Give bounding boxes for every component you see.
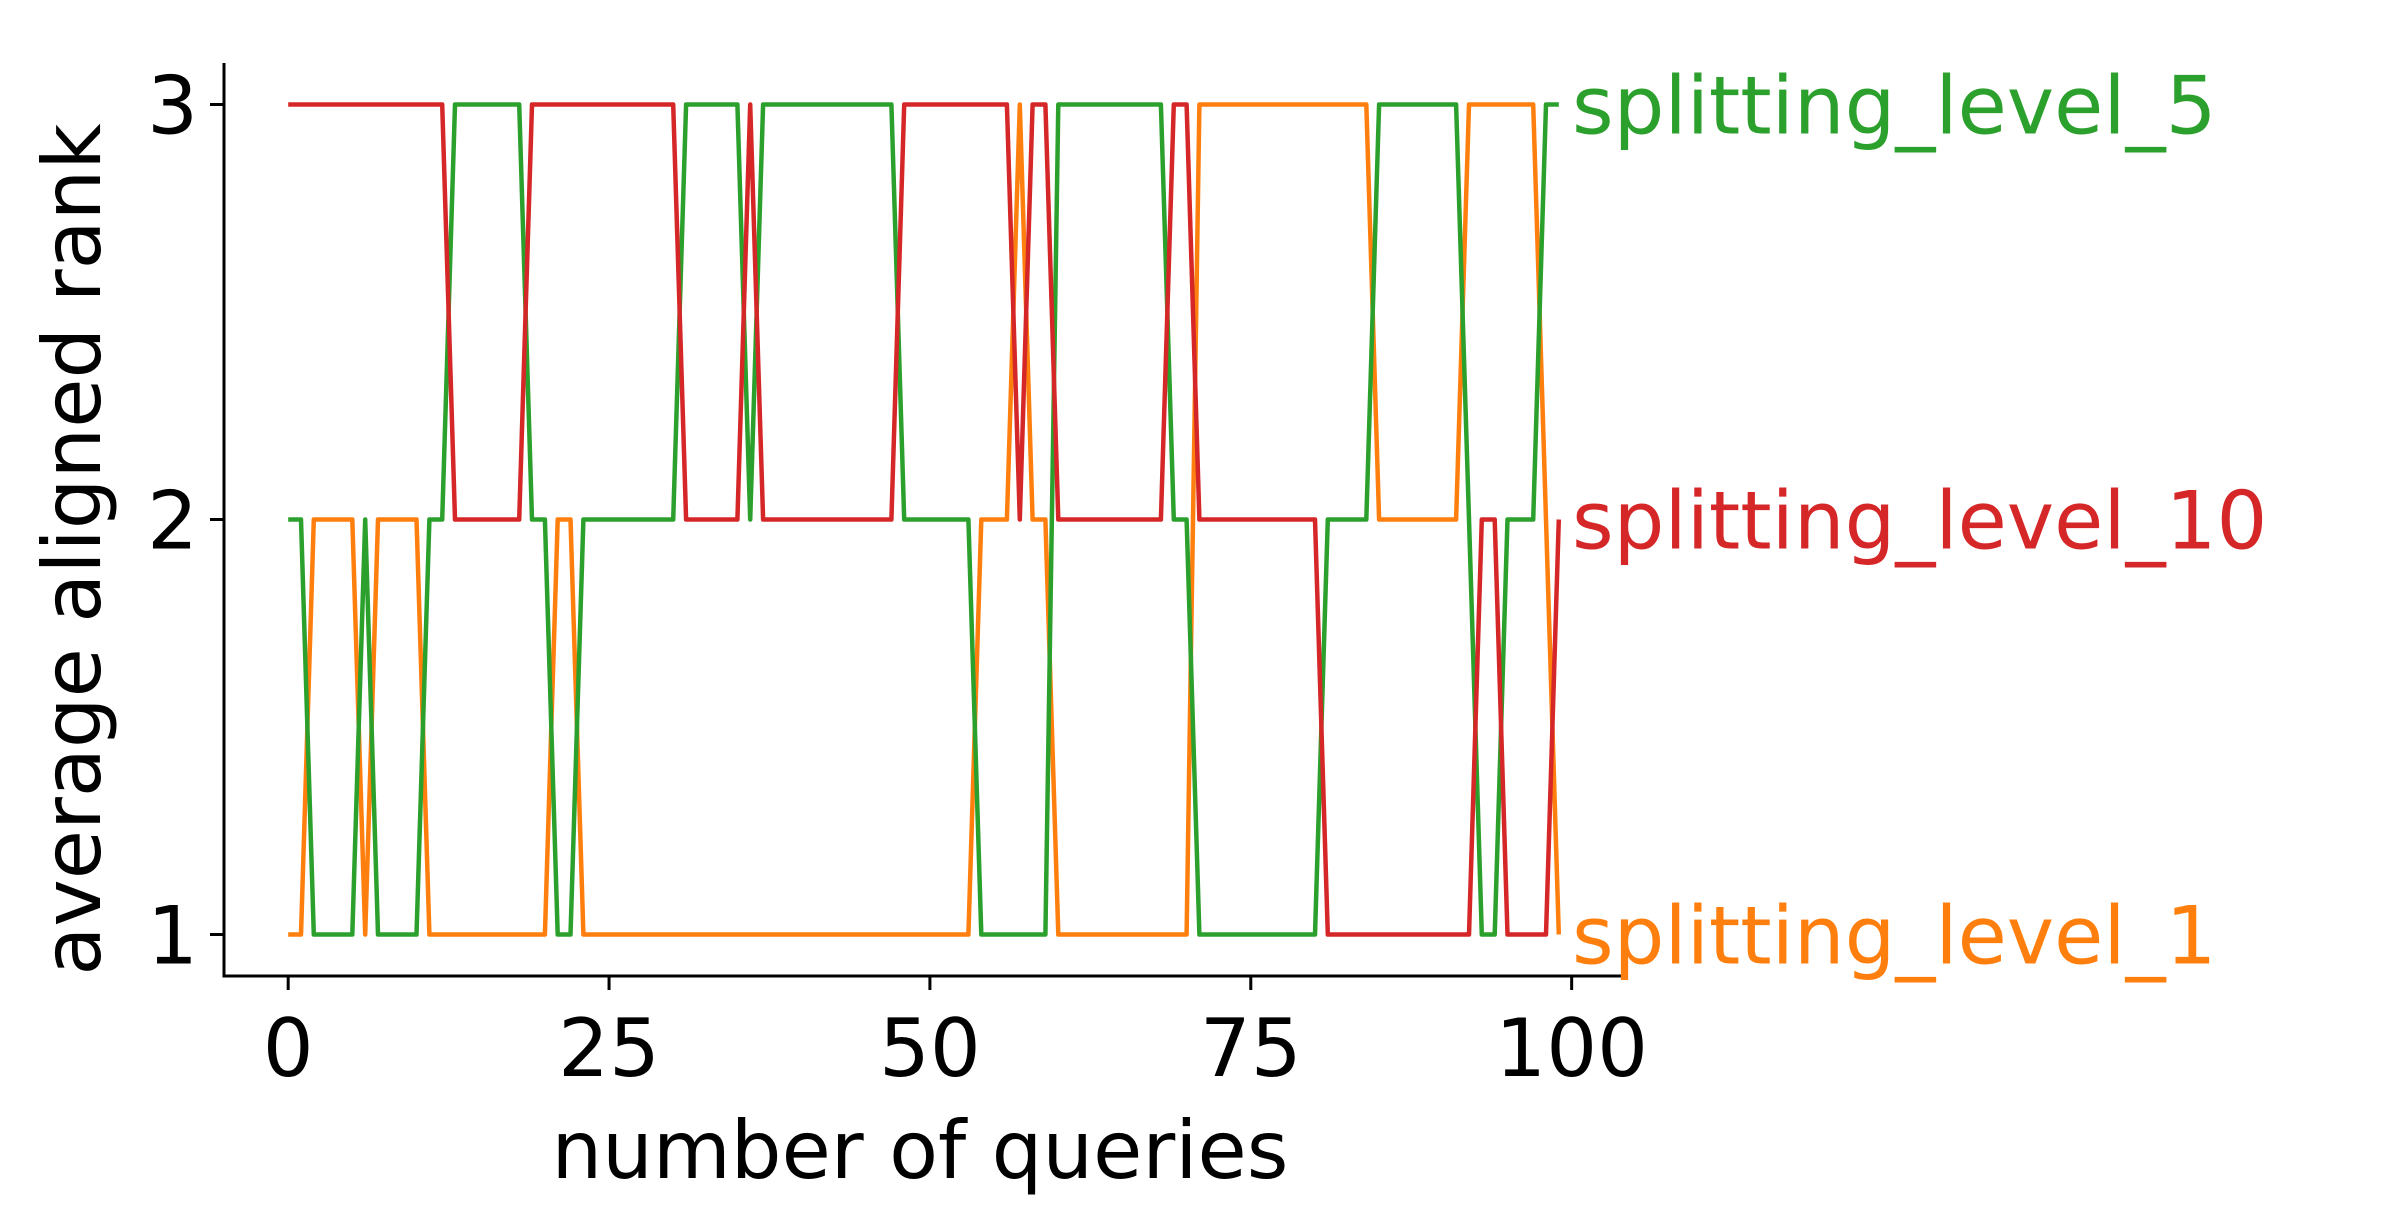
series-labels: splitting_level_1 splitting_level_5splitt…	[1572, 60, 2267, 983]
x-tick-label: 25	[558, 1002, 660, 1095]
x-tick-label: 75	[1200, 1002, 1302, 1095]
series-label-splitting-level-5: splitting_level_5	[1572, 60, 2217, 153]
series-line-splitting-level-1	[288, 102, 1562, 937]
series-label-splitting-level-1: splitting_level_1	[1572, 890, 2217, 983]
y-tick-label: 2	[147, 475, 198, 568]
x-tick-label: 50	[879, 1002, 981, 1095]
y-axis-label: average aligned rank	[26, 123, 119, 976]
y-tick-label: 3	[147, 60, 198, 153]
x-axis-label: number of queries	[551, 1104, 1288, 1197]
series-line-splitting-level-5	[288, 102, 1559, 937]
series-line-splitting-level-10	[288, 102, 1562, 937]
series-lines	[288, 102, 1562, 937]
x-tick-label: 0	[263, 1002, 314, 1095]
series-label-splitting-level-10: splitting_level_10	[1572, 475, 2267, 568]
ticks: 0 25 50 75 100 1 2 3	[147, 60, 1648, 1096]
y-tick-label: 1	[147, 890, 198, 983]
x-tick-label: 100	[1495, 1002, 1648, 1095]
